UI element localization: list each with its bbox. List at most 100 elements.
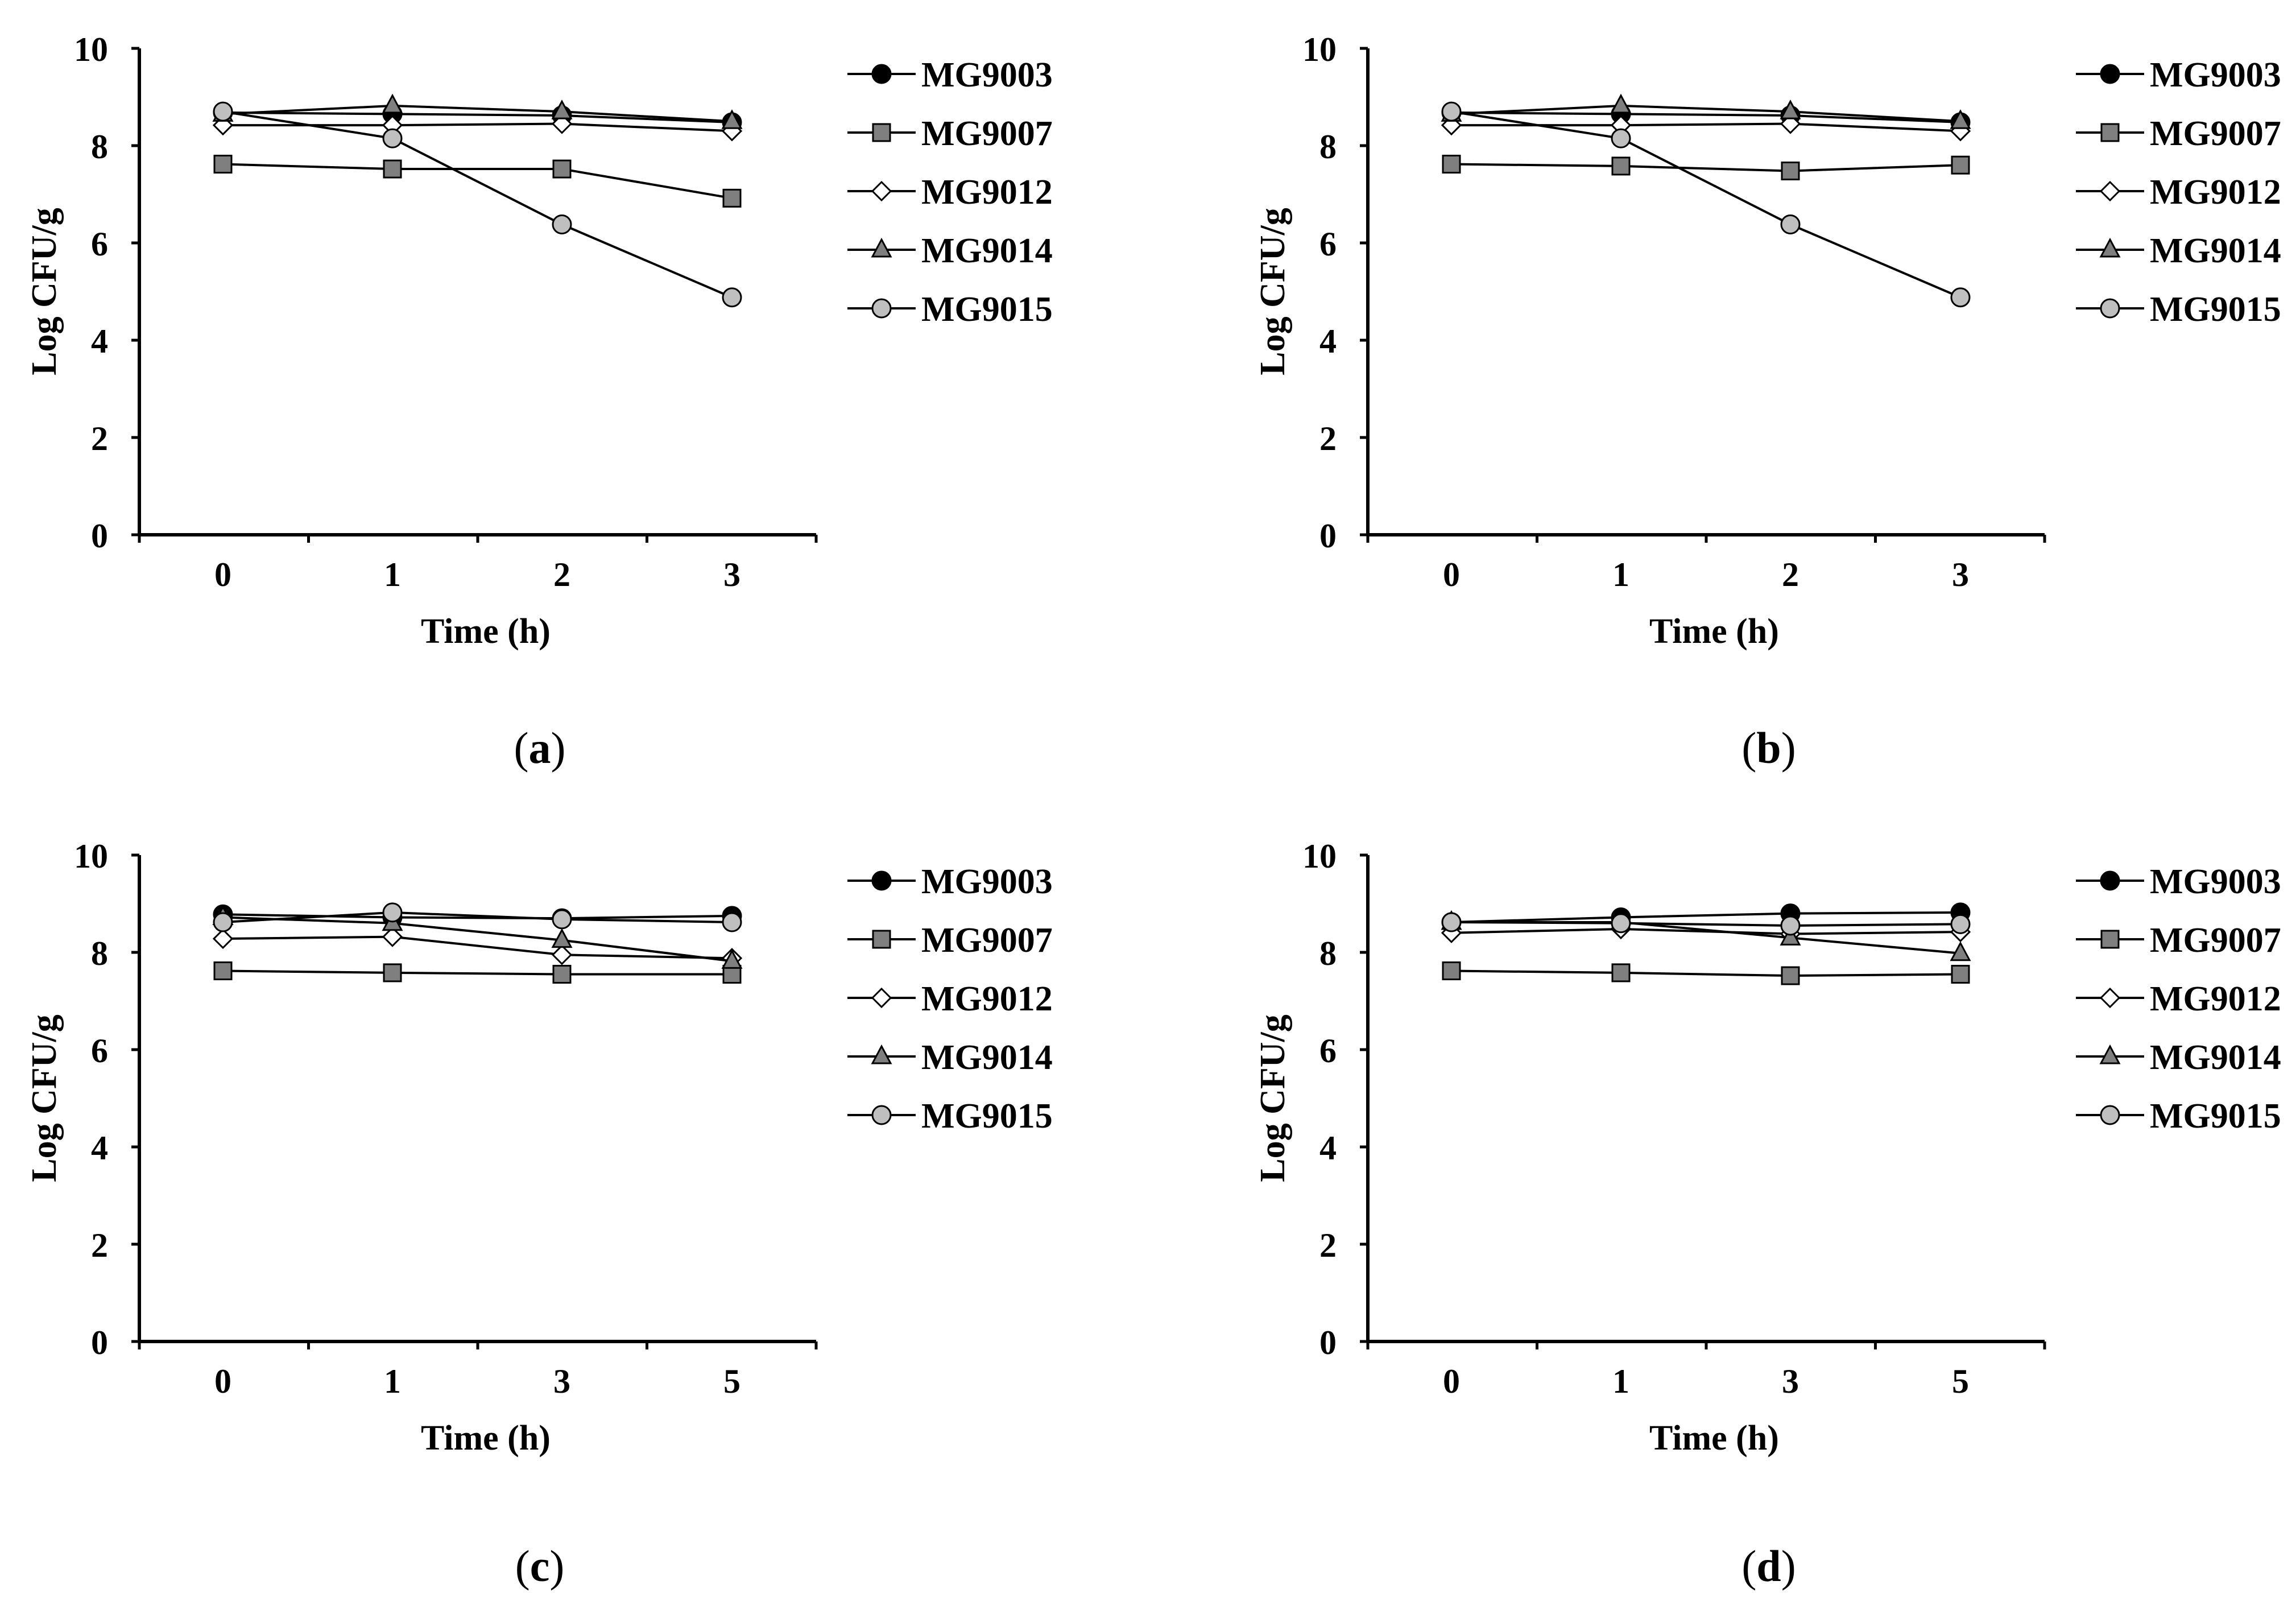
y-tick-label-10: 10 [74, 31, 108, 68]
legend-marker [871, 180, 892, 202]
x-axis-title: Time (h) [421, 1419, 551, 1458]
x-tick-label-5: 5 [723, 1363, 740, 1400]
x-tick-label-3: 3 [723, 556, 740, 593]
series-line-mg9012 [1451, 122, 1961, 133]
series-line-mg9012 [222, 935, 733, 960]
legend-label: MG9007 [2150, 114, 2281, 153]
data-point-mg9015 [1441, 101, 1462, 122]
series-mg9015 [1441, 912, 1971, 936]
data-point-mg9007 [1611, 963, 1631, 983]
data-point-mg9015 [382, 128, 403, 148]
series-line-mg9012 [223, 122, 733, 133]
y-tick-label-6: 6 [1319, 1032, 1337, 1070]
data-point-mg9012 [212, 928, 234, 950]
legend-marker [871, 870, 892, 891]
legend-marker [2100, 298, 2120, 319]
legend-label: MG9003 [921, 862, 1053, 901]
chart-d: 0 2 4 6 8 10 0 1 3 5 Time (h) Log CFU/g MG9003 MG9007… [1254, 837, 2281, 1458]
series-mg9003 [1441, 902, 1971, 932]
data-point-mg9007 [1951, 155, 1970, 175]
data-point-mg9015 [213, 912, 233, 932]
y-tick-label-8: 8 [91, 128, 108, 166]
legend-item-mg9003: MG9003 [2076, 56, 2281, 94]
series-mg9015 [1441, 101, 1971, 308]
chart-b: 0 2 4 6 8 10 0 1 2 3 Time (h) Log CFU/g MG9003 MG9007… [1254, 31, 2281, 651]
data-point-mg9012 [551, 944, 573, 965]
legend-marker [871, 987, 892, 1009]
series-line-mg9007 [1451, 969, 1961, 977]
y-tick-label-4: 4 [1319, 323, 1337, 360]
legend-item-mg9014: MG9014 [2076, 1038, 2281, 1077]
data-point-mg9015 [1611, 128, 1631, 148]
legend-marker [2099, 1044, 2121, 1064]
legend-label: MG9003 [2150, 862, 2281, 901]
legend-marker [871, 237, 892, 258]
data-point-mg9007 [1442, 154, 1461, 174]
data-point-mg9014 [551, 99, 573, 119]
legend-label: MG9014 [2150, 1038, 2281, 1077]
data-point-mg9007 [722, 188, 742, 208]
data-point-mg9014 [721, 949, 743, 969]
x-tick-label-0: 0 [1443, 556, 1460, 593]
y-axis-title: Log CFU/g [25, 1014, 64, 1182]
legend-item-mg9014: MG9014 [2076, 232, 2281, 270]
x-tick-label-3: 3 [1782, 1363, 1799, 1400]
series-line-mg9007 [222, 969, 732, 976]
series-mg9007 [213, 154, 742, 208]
legend-marker [872, 123, 891, 142]
legend-item-mg9012: MG9012 [2076, 173, 2281, 212]
legend-label: MG9007 [2150, 921, 2281, 960]
series-line-mg9014 [1451, 920, 1961, 955]
data-point-mg9007 [552, 159, 572, 179]
data-point-mg9014 [551, 928, 573, 948]
data-point-mg9015 [722, 912, 742, 932]
y-tick-label-4: 4 [91, 323, 108, 360]
series-line-mg9015 [222, 110, 733, 299]
legend-label: MG9012 [921, 173, 1053, 212]
legend-marker [871, 298, 892, 319]
y-tick-label-4: 4 [91, 1129, 108, 1167]
legend-label: MG9014 [921, 232, 1053, 270]
legend-label: MG9003 [2150, 56, 2281, 94]
chart-panel-a: (a) 0 2 4 6 8 10 0 1 2 3 Time (h) Log CFU/g MG9003 MG… [0, 0, 1148, 807]
x-tick-label-1: 1 [384, 1363, 401, 1400]
series-line-mg9014 [222, 104, 733, 123]
chart-c: 0 2 4 6 8 10 0 1 3 5 Time (h) Log CFU/g MG9003 MG9007… [25, 837, 1053, 1458]
data-point-mg9015 [722, 287, 742, 308]
legend-marker [2099, 180, 2121, 202]
legend-marker [2100, 930, 2120, 949]
chart-panel-d: (d) 0 2 4 6 8 10 0 1 3 5 Time (h) Log CFU/g MG9003 MG… [1228, 807, 2296, 1613]
legend-item-mg9003: MG9003 [847, 862, 1053, 901]
y-tick-label-4: 4 [1319, 1129, 1337, 1167]
y-tick-label-10: 10 [1302, 31, 1337, 68]
series-line-mg9003 [1451, 911, 1961, 923]
chart-a: 0 2 4 6 8 10 0 1 2 3 Time (h) Log CFU/g MG9003 MG9007… [25, 31, 1053, 651]
y-tick-label-2: 2 [91, 1227, 108, 1264]
legend-label: MG9015 [921, 290, 1053, 329]
data-point-mg9007 [1951, 964, 1970, 984]
data-point-mg9007 [1781, 161, 1800, 180]
legend-marker [871, 1105, 892, 1125]
y-tick-label-6: 6 [91, 1032, 108, 1070]
legend-marker [2100, 870, 2120, 891]
x-tick-label-0: 0 [214, 1363, 231, 1400]
y-tick-label-6: 6 [91, 225, 108, 263]
legend-marker [2099, 987, 2121, 1009]
panel-caption-b: (b) [1741, 723, 1796, 773]
data-point-mg9015 [1441, 912, 1462, 932]
series-mg9007 [213, 961, 742, 984]
series-mg9007 [1442, 961, 1970, 985]
y-tick-label-0: 0 [91, 1324, 108, 1361]
x-tick-label-3: 3 [553, 1363, 570, 1400]
data-point-mg9015 [1780, 915, 1801, 936]
x-tick-label-5: 5 [1952, 1363, 1969, 1400]
x-tick-label-1: 1 [384, 556, 401, 593]
series-mg9007 [1442, 154, 1970, 180]
data-point-mg9007 [213, 961, 233, 980]
y-tick-label-8: 8 [91, 935, 108, 972]
y-tick-label-10: 10 [74, 837, 108, 875]
panel-caption-c: (c) [515, 1541, 565, 1591]
data-point-mg9012 [382, 926, 403, 947]
data-point-mg9015 [1950, 914, 1971, 934]
